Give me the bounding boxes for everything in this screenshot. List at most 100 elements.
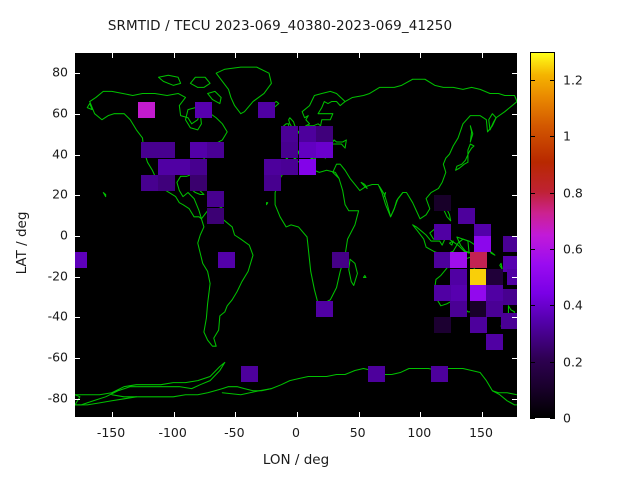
colorbar-tick (530, 193, 535, 194)
x-tick (112, 412, 113, 417)
y-tick (512, 317, 517, 318)
data-cell (190, 142, 207, 158)
x-tick-label: 50 (349, 425, 366, 440)
y-tick (512, 73, 517, 74)
x-tick (174, 412, 175, 417)
data-cell (241, 366, 258, 382)
data-cell (431, 366, 448, 382)
data-cell (332, 252, 349, 268)
coastline-path (102, 192, 107, 198)
data-cell (486, 269, 503, 285)
coastline-path (75, 361, 226, 406)
x-tick-label: 0 (292, 425, 300, 440)
data-cell (486, 334, 503, 350)
data-cell (264, 159, 281, 175)
coastline-path (362, 274, 367, 278)
chart-title: SRMTID / TECU 2023-069_40380-2023-069_41… (107, 18, 453, 34)
data-cell (470, 252, 487, 268)
coastline-path (469, 125, 474, 143)
y-tick-label: 60 (52, 105, 68, 121)
y-tick-label: 0 (60, 227, 68, 243)
data-cell (190, 175, 207, 191)
coastline-path (75, 367, 517, 406)
data-cell (434, 224, 451, 240)
data-cell (281, 142, 298, 158)
y-tick (512, 399, 517, 400)
coastline-path (157, 74, 182, 86)
y-tick (512, 195, 517, 196)
coastline-path (332, 101, 517, 220)
x-tick (235, 53, 236, 58)
data-cell (368, 366, 385, 382)
data-cell (470, 301, 487, 317)
data-cell (264, 175, 281, 191)
coastline-path (189, 76, 211, 88)
x-axis-title: LON / deg (262, 452, 330, 468)
colorbar-tick (530, 80, 535, 81)
y-tick-label: 20 (52, 186, 68, 202)
x-tick-label: 100 (407, 425, 432, 440)
coastline-path (412, 224, 470, 254)
y-tick-label: -40 (47, 308, 68, 324)
colorbar-tick (550, 305, 555, 306)
data-cell (450, 285, 467, 301)
y-tick (512, 358, 517, 359)
y-tick (75, 114, 80, 115)
colorbar-tick (550, 362, 555, 363)
data-cell (281, 126, 298, 142)
data-cell (316, 301, 333, 317)
data-cell (434, 317, 451, 333)
data-cell (470, 317, 487, 333)
map-plot-area[interactable] (74, 52, 518, 418)
coastline-path (86, 103, 93, 111)
coastline-path (184, 107, 202, 131)
data-cell (207, 208, 224, 224)
colorbar-tick-label: 0.4 (563, 297, 583, 313)
colorbar-tick (530, 305, 535, 306)
data-cell (281, 159, 298, 175)
y-tick (512, 155, 517, 156)
data-cell (207, 191, 224, 207)
coastline-path (489, 250, 496, 256)
data-cell (138, 102, 155, 118)
y-tick (75, 155, 80, 156)
data-cell (486, 285, 503, 301)
data-cell (75, 252, 87, 268)
x-tick (420, 412, 421, 417)
coastline-path (221, 388, 272, 396)
data-cell (299, 142, 316, 158)
coastline-path (207, 90, 222, 105)
colorbar-tick-label: 0 (563, 410, 571, 426)
colorbar-gradient (530, 52, 555, 418)
colorbar-tick (550, 136, 555, 137)
data-cell (503, 236, 517, 252)
colorbar-tick (550, 80, 555, 81)
data-cell (470, 269, 487, 285)
data-cell (316, 126, 333, 142)
colorbar-tick-label: 1 (563, 128, 571, 144)
data-cell (450, 252, 467, 268)
y-tick (75, 399, 80, 400)
x-tick-label: -50 (224, 425, 245, 440)
x-tick (174, 53, 175, 58)
data-cell (316, 142, 333, 158)
x-tick-label: -100 (158, 425, 187, 440)
x-tick-label: -150 (96, 425, 126, 440)
colorbar-tick (530, 136, 535, 137)
colorbar-tick (550, 418, 555, 419)
coastline-path (197, 210, 254, 347)
colorbar[interactable] (530, 52, 555, 419)
data-cell (486, 301, 503, 317)
data-cell (141, 142, 158, 158)
data-cell (158, 175, 175, 191)
coastline-path (89, 101, 202, 220)
data-cell (450, 301, 467, 317)
coastline-path (491, 390, 517, 406)
x-tick-label: 150 (469, 425, 493, 440)
x-tick (112, 53, 113, 58)
coastline-path (266, 202, 269, 206)
coastline-path (75, 394, 81, 406)
x-tick (482, 412, 483, 417)
coastline-path (448, 240, 454, 246)
y-axis-title: LAT / deg (14, 211, 30, 275)
